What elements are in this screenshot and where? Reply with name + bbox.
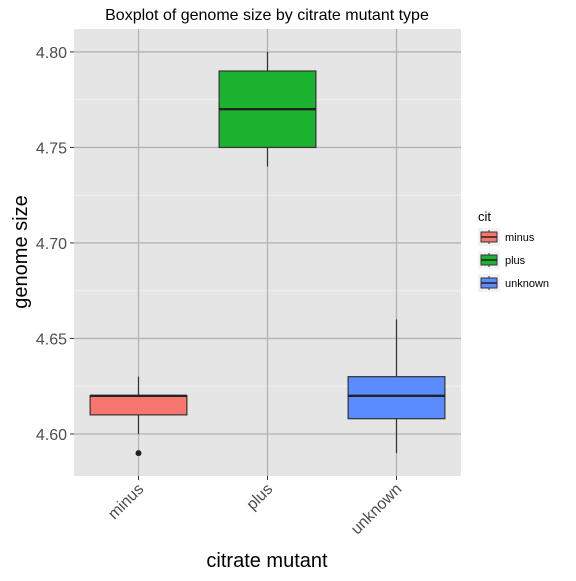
x-axis: minus plus unknown [105, 476, 405, 538]
y-axis-label: genome size [10, 195, 32, 308]
x-axis-label: citrate mutant [206, 550, 328, 572]
legend-label: minus [505, 232, 535, 244]
x-tick-label: plus [244, 481, 277, 514]
legend: cit minus plus unknown [478, 209, 549, 292]
y-tick-label: 4.60 [36, 427, 67, 444]
y-tick-label: 4.80 [36, 45, 67, 62]
box-body [90, 396, 187, 415]
y-axis: 4.60 4.65 4.70 4.75 4.80 [36, 45, 74, 444]
chart-title: Boxplot of genome size by citrate mutant… [105, 7, 429, 24]
legend-item-plus: plus [478, 251, 526, 269]
x-tick-label: unknown [348, 481, 405, 538]
x-tick-label: minus [105, 481, 147, 523]
legend-item-minus: minus [478, 228, 535, 246]
outlier-point [136, 450, 142, 456]
y-tick-label: 4.65 [36, 331, 67, 348]
legend-label: plus [505, 255, 526, 267]
legend-title: cit [478, 209, 491, 224]
legend-item-unknown: unknown [478, 274, 549, 292]
legend-label: unknown [505, 278, 549, 290]
y-tick-label: 4.70 [36, 236, 67, 253]
box-body [348, 377, 445, 419]
y-tick-label: 4.75 [36, 140, 67, 157]
